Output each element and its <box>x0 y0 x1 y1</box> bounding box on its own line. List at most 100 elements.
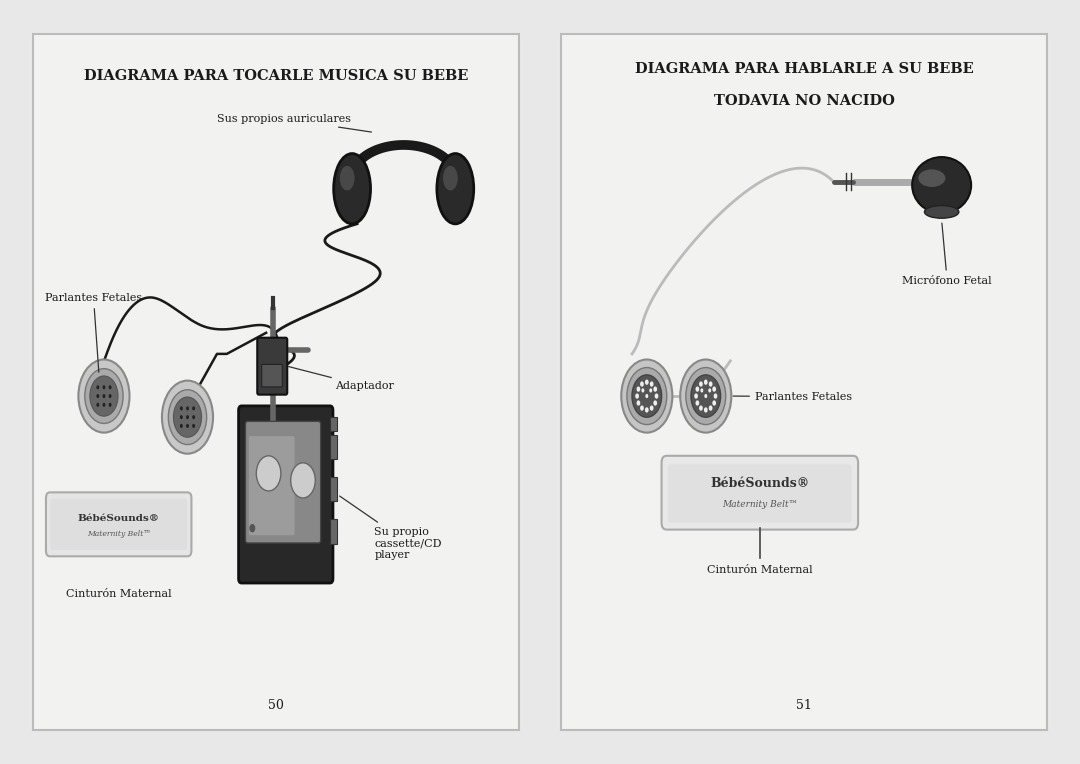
Circle shape <box>192 406 195 410</box>
Circle shape <box>621 360 673 432</box>
FancyBboxPatch shape <box>239 406 333 583</box>
Circle shape <box>291 463 315 498</box>
Text: Parlantes Fetales: Parlantes Fetales <box>45 293 143 372</box>
Ellipse shape <box>334 154 370 224</box>
Text: BébéSounds®: BébéSounds® <box>78 513 160 523</box>
Circle shape <box>714 393 717 399</box>
Circle shape <box>85 369 123 423</box>
Circle shape <box>686 367 726 425</box>
FancyBboxPatch shape <box>248 436 295 536</box>
Circle shape <box>645 380 649 385</box>
FancyBboxPatch shape <box>46 492 191 556</box>
Circle shape <box>636 400 640 406</box>
Text: Cinturón Maternal: Cinturón Maternal <box>707 565 812 575</box>
Circle shape <box>653 387 657 392</box>
Text: Su propio
cassette/CD
player: Su propio cassette/CD player <box>339 496 442 560</box>
Circle shape <box>654 393 659 399</box>
Text: TODAVIA NO NACIDO: TODAVIA NO NACIDO <box>714 94 894 108</box>
FancyBboxPatch shape <box>662 456 859 529</box>
Circle shape <box>96 403 99 407</box>
Circle shape <box>653 400 657 406</box>
Circle shape <box>699 381 703 387</box>
Text: Cinturón Maternal: Cinturón Maternal <box>66 589 172 599</box>
Circle shape <box>96 394 99 398</box>
Text: 50: 50 <box>268 699 284 712</box>
Text: DIAGRAMA PARA HABLARLE A SU BEBE: DIAGRAMA PARA HABLARLE A SU BEBE <box>635 62 973 76</box>
Circle shape <box>708 406 713 411</box>
Circle shape <box>708 381 713 387</box>
FancyBboxPatch shape <box>51 499 187 550</box>
Circle shape <box>704 380 707 385</box>
Circle shape <box>636 387 640 392</box>
Ellipse shape <box>437 154 474 224</box>
Circle shape <box>699 406 703 411</box>
Circle shape <box>168 390 206 445</box>
Circle shape <box>713 387 716 392</box>
Circle shape <box>640 381 644 387</box>
Circle shape <box>249 524 255 533</box>
Text: BébéSounds®: BébéSounds® <box>711 478 809 490</box>
Circle shape <box>103 394 106 398</box>
Circle shape <box>645 407 649 413</box>
Circle shape <box>79 360 130 432</box>
Circle shape <box>180 406 183 410</box>
Circle shape <box>696 387 699 392</box>
Text: Adaptador: Adaptador <box>288 367 394 391</box>
Text: Parlantes Fetales: Parlantes Fetales <box>733 392 852 402</box>
Circle shape <box>174 397 202 437</box>
FancyBboxPatch shape <box>261 364 282 387</box>
Circle shape <box>640 406 644 411</box>
Bar <box>330 417 337 431</box>
Circle shape <box>650 406 653 411</box>
Text: Micrófono Fetal: Micrófono Fetal <box>903 223 991 286</box>
Text: Maternity Belt™: Maternity Belt™ <box>86 529 151 538</box>
Circle shape <box>632 375 662 417</box>
Circle shape <box>650 381 653 387</box>
Circle shape <box>109 403 111 407</box>
Circle shape <box>192 415 195 419</box>
Circle shape <box>708 388 712 393</box>
Circle shape <box>691 375 720 417</box>
Circle shape <box>162 380 213 454</box>
Circle shape <box>696 400 699 406</box>
Text: Maternity Belt™: Maternity Belt™ <box>723 500 798 509</box>
Text: Sus propios auriculares: Sus propios auriculares <box>217 114 372 132</box>
Circle shape <box>704 394 707 398</box>
Ellipse shape <box>924 206 959 219</box>
Circle shape <box>646 394 648 398</box>
Ellipse shape <box>443 166 458 190</box>
Bar <box>330 519 337 544</box>
Circle shape <box>109 385 111 390</box>
FancyBboxPatch shape <box>561 34 1048 730</box>
Circle shape <box>700 388 703 393</box>
Text: DIAGRAMA PARA TOCARLE MUSICA SU BEBE: DIAGRAMA PARA TOCARLE MUSICA SU BEBE <box>84 70 468 83</box>
Circle shape <box>713 400 716 406</box>
Circle shape <box>649 388 652 393</box>
Circle shape <box>186 424 189 428</box>
Circle shape <box>694 393 698 399</box>
Circle shape <box>180 415 183 419</box>
Circle shape <box>109 394 111 398</box>
Circle shape <box>635 393 639 399</box>
Circle shape <box>256 456 281 491</box>
Circle shape <box>192 424 195 428</box>
Circle shape <box>680 360 731 432</box>
Circle shape <box>642 388 645 393</box>
Circle shape <box>186 415 189 419</box>
FancyBboxPatch shape <box>32 34 519 730</box>
Circle shape <box>180 424 183 428</box>
FancyBboxPatch shape <box>667 465 852 523</box>
Bar <box>330 477 337 501</box>
Ellipse shape <box>913 157 971 213</box>
Circle shape <box>186 406 189 410</box>
FancyBboxPatch shape <box>245 422 321 543</box>
Bar <box>330 435 337 459</box>
Circle shape <box>103 403 106 407</box>
Circle shape <box>90 376 118 416</box>
Circle shape <box>96 385 99 390</box>
Circle shape <box>704 407 707 413</box>
Circle shape <box>626 367 666 425</box>
Ellipse shape <box>918 170 945 187</box>
FancyBboxPatch shape <box>257 338 287 395</box>
Circle shape <box>103 385 106 390</box>
